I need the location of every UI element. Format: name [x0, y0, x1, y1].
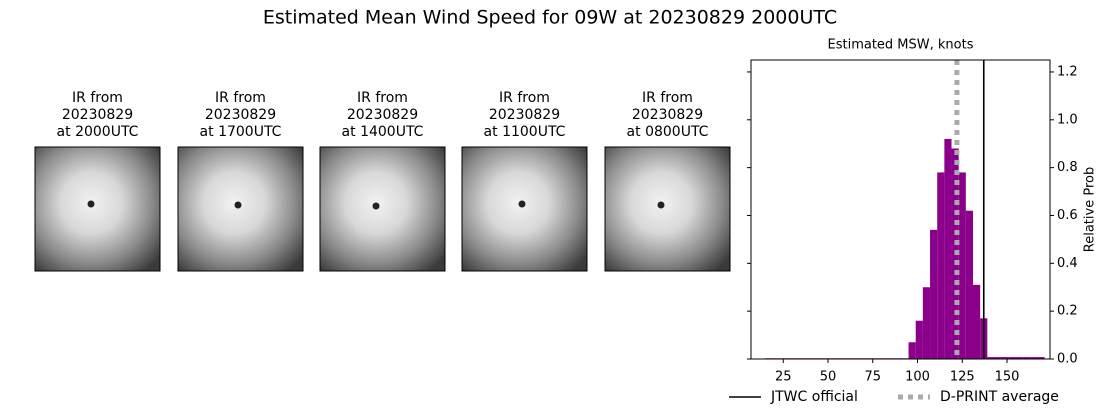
x-tick-label: 125	[950, 370, 975, 385]
bar	[908, 342, 916, 359]
y-tick-label: 0.2	[1057, 304, 1078, 319]
x-tick-label: 25	[775, 370, 792, 385]
legend-label: JTWC official	[770, 389, 858, 405]
image-label: IR from	[215, 90, 266, 106]
y-axis-label: Relative Prob	[1083, 167, 1098, 252]
x-tick-label: 75	[864, 370, 881, 385]
y-tick-label: 0.0	[1057, 352, 1078, 367]
bar	[915, 320, 923, 359]
y-tick-label: 0.8	[1057, 160, 1078, 175]
y-tick-label: 0.6	[1057, 208, 1078, 223]
bar	[1008, 357, 1016, 359]
bar	[922, 287, 931, 359]
image-label: at 1400UTC	[342, 124, 424, 140]
bar	[987, 357, 995, 359]
x-tick-label: 150	[995, 370, 1020, 385]
bar	[1037, 357, 1045, 359]
image-label: at 2000UTC	[57, 124, 139, 140]
bar	[958, 172, 966, 359]
bar	[937, 172, 945, 359]
bar	[930, 229, 938, 359]
satellite-image	[319, 146, 446, 272]
bar	[1001, 357, 1009, 359]
image-label: IR from	[499, 90, 550, 106]
image-label: 20230829	[62, 107, 133, 123]
page-title: Estimated Mean Wind Speed for 09W at 202…	[263, 7, 837, 29]
image-label: IR from	[72, 90, 123, 106]
chart-title: Estimated MSW, knots	[828, 38, 974, 53]
image-label: 20230829	[489, 107, 560, 123]
satellite-image	[177, 146, 304, 272]
image-label: 20230829	[205, 107, 276, 123]
image-label: at 1700UTC	[200, 124, 282, 140]
x-tick-label: 50	[820, 370, 837, 385]
x-tick-label: 100	[905, 370, 930, 385]
storm-eye	[657, 201, 665, 209]
bar	[1030, 357, 1038, 359]
storm-eye	[234, 201, 242, 209]
storm-eye	[372, 202, 380, 210]
y-tick-label: 1.2	[1057, 64, 1078, 79]
image-label: at 1100UTC	[484, 124, 566, 140]
satellite-image	[604, 146, 731, 272]
satellite-image	[34, 146, 161, 272]
y-tick-label: 0.4	[1057, 256, 1078, 271]
legend-label: D-PRINT average	[940, 389, 1059, 405]
image-label: 20230829	[347, 107, 418, 123]
image-label: IR from	[357, 90, 408, 106]
image-label: at 0800UTC	[627, 124, 709, 140]
bar	[965, 210, 974, 359]
storm-eye	[87, 200, 95, 208]
plot-frame	[750, 59, 1051, 360]
bar	[994, 357, 1002, 359]
y-tick-label: 1.0	[1057, 112, 1078, 127]
image-label: IR from	[642, 90, 693, 106]
bar	[973, 284, 981, 359]
bar	[1015, 357, 1024, 359]
bar	[1023, 357, 1031, 359]
bar	[944, 138, 952, 359]
satellite-image	[461, 146, 588, 272]
image-label: 20230829	[632, 107, 703, 123]
storm-eye	[518, 200, 526, 208]
